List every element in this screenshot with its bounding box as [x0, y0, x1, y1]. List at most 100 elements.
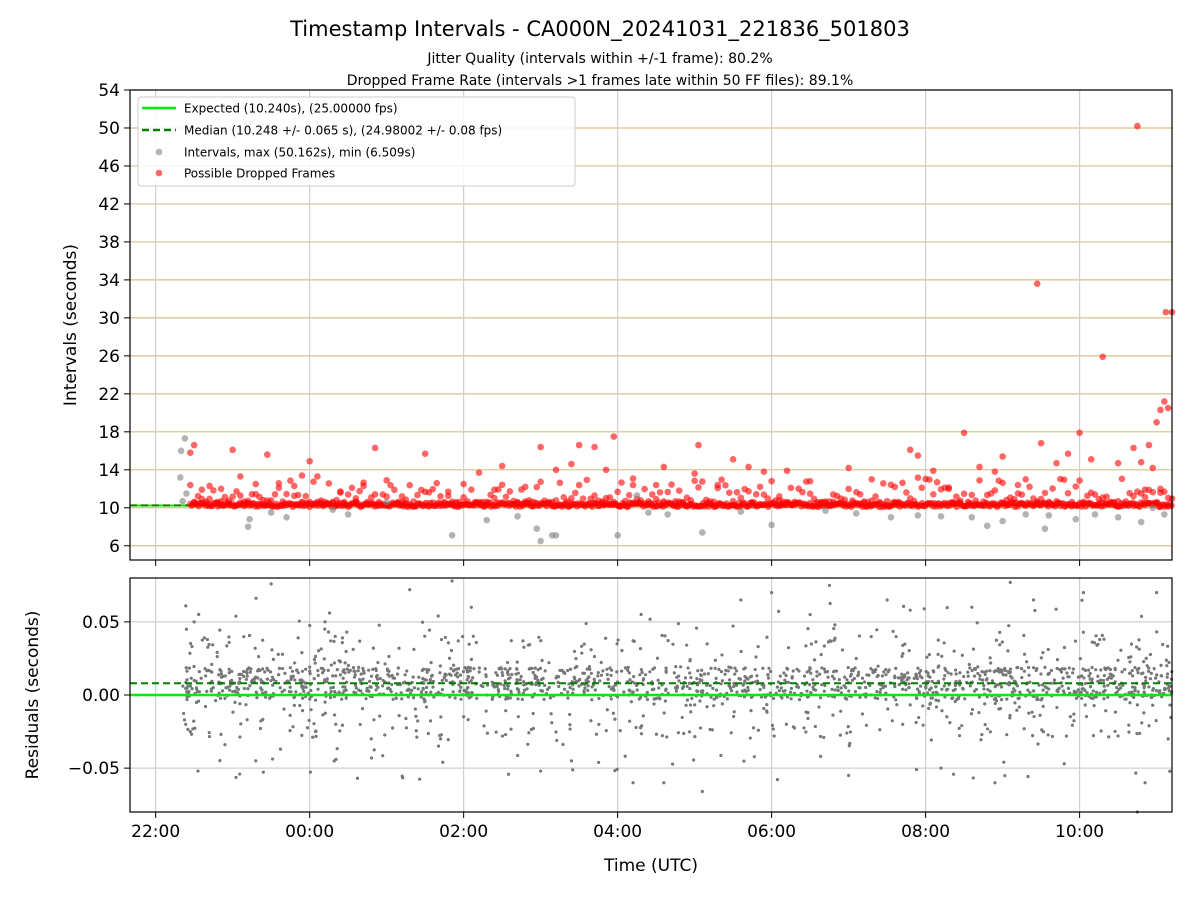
residual-marker: [1031, 598, 1036, 602]
residual-marker: [857, 634, 861, 638]
dropped-frame-marker: [606, 494, 614, 501]
residual-marker: [505, 684, 510, 688]
residual-marker: [422, 681, 426, 685]
residual-marker: [466, 665, 470, 669]
interval-marker: [246, 515, 253, 523]
residual-marker: [1049, 681, 1053, 685]
dropped-frame-marker: [695, 484, 702, 491]
residual-marker: [1115, 685, 1119, 690]
residual-marker: [908, 608, 912, 612]
residual-marker: [508, 676, 512, 680]
residual-marker: [874, 668, 878, 672]
residual-marker: [440, 678, 444, 683]
residual-marker: [811, 678, 815, 682]
dropped-frame-marker: [1053, 459, 1060, 467]
residual-marker: [1154, 719, 1158, 723]
residual-marker: [1104, 709, 1108, 713]
residual-marker: [414, 729, 418, 733]
residual-marker: [1154, 676, 1158, 680]
dropped-frame-marker: [930, 467, 937, 475]
dropped-frame-marker: [648, 491, 656, 498]
residual-marker: [921, 704, 925, 708]
dropped-frame-marker: [537, 443, 544, 451]
top-y-tick-label: 50: [98, 119, 120, 139]
residual-marker: [556, 680, 560, 684]
residual-marker: [1041, 704, 1045, 709]
residual-marker: [459, 685, 463, 689]
residual-marker: [308, 623, 312, 628]
dropped-frame-marker: [629, 481, 637, 489]
dropped-frame-marker: [325, 480, 333, 487]
residual-marker: [652, 687, 656, 691]
residual-marker: [607, 685, 611, 689]
residual-marker: [623, 666, 628, 670]
dropped-frame-marker: [876, 498, 883, 506]
residual-marker: [1092, 704, 1096, 708]
residual-marker: [777, 689, 781, 693]
residual-marker: [246, 687, 250, 691]
residual-marker: [327, 611, 332, 615]
legend-dropped-marker: [155, 169, 163, 177]
dropped-frame-marker: [1114, 459, 1122, 467]
residual-marker: [876, 673, 880, 678]
residual-marker: [375, 677, 380, 681]
residual-marker: [304, 685, 308, 689]
residual-marker: [530, 695, 534, 699]
residual-marker: [227, 671, 231, 675]
interval-marker: [533, 525, 541, 532]
residual-marker: [960, 724, 964, 728]
residual-marker: [184, 604, 188, 608]
interval-marker: [1114, 513, 1122, 521]
residual-marker: [652, 702, 656, 706]
dropped-frame-marker: [1045, 498, 1053, 506]
residual-marker: [1040, 696, 1044, 701]
residual-marker: [605, 667, 609, 671]
residual-marker: [361, 666, 365, 671]
residual-marker: [1039, 656, 1043, 660]
residual-marker: [676, 622, 681, 626]
residual-marker: [717, 667, 721, 671]
dropped-frame-marker: [271, 491, 279, 498]
residual-marker: [749, 695, 754, 699]
residual-marker: [1163, 686, 1167, 690]
residual-marker: [1018, 690, 1022, 694]
residual-marker: [1127, 730, 1131, 734]
residual-marker: [802, 674, 807, 678]
residual-marker: [928, 701, 932, 705]
residual-marker: [886, 670, 890, 674]
interval-marker: [737, 508, 745, 515]
residual-marker: [1091, 689, 1096, 693]
residual-marker: [1147, 685, 1151, 689]
residual-marker: [533, 673, 537, 677]
residual-marker: [917, 689, 921, 694]
dropped-frame-marker: [695, 441, 702, 449]
residual-marker: [622, 690, 626, 694]
residual-marker: [754, 655, 758, 659]
dropped-frame-marker: [1049, 485, 1056, 492]
residual-marker: [1167, 689, 1171, 693]
residual-marker: [1142, 711, 1146, 715]
residual-marker: [1130, 685, 1135, 689]
dropped-frame-marker: [1072, 483, 1080, 490]
residual-marker: [1165, 675, 1169, 679]
residual-marker: [729, 731, 733, 735]
residual-marker: [1073, 639, 1078, 643]
residual-marker: [926, 671, 930, 675]
residual-marker: [876, 664, 880, 668]
dropped-frame-marker: [956, 497, 964, 504]
dropped-frame-marker: [976, 463, 983, 471]
residual-marker: [288, 729, 292, 733]
dropped-frame-marker: [687, 496, 695, 504]
residual-marker: [508, 696, 513, 700]
dropped-frame-marker: [437, 492, 444, 500]
residual-marker: [765, 635, 769, 639]
residual-marker: [189, 641, 193, 646]
residual-marker: [1043, 685, 1047, 689]
residual-marker: [426, 731, 430, 736]
interval-marker: [768, 521, 775, 529]
residual-marker: [324, 690, 328, 695]
residual-marker: [185, 678, 189, 682]
dropped-frame-marker: [1149, 488, 1157, 496]
residual-marker: [293, 678, 297, 682]
residual-marker: [280, 666, 285, 671]
